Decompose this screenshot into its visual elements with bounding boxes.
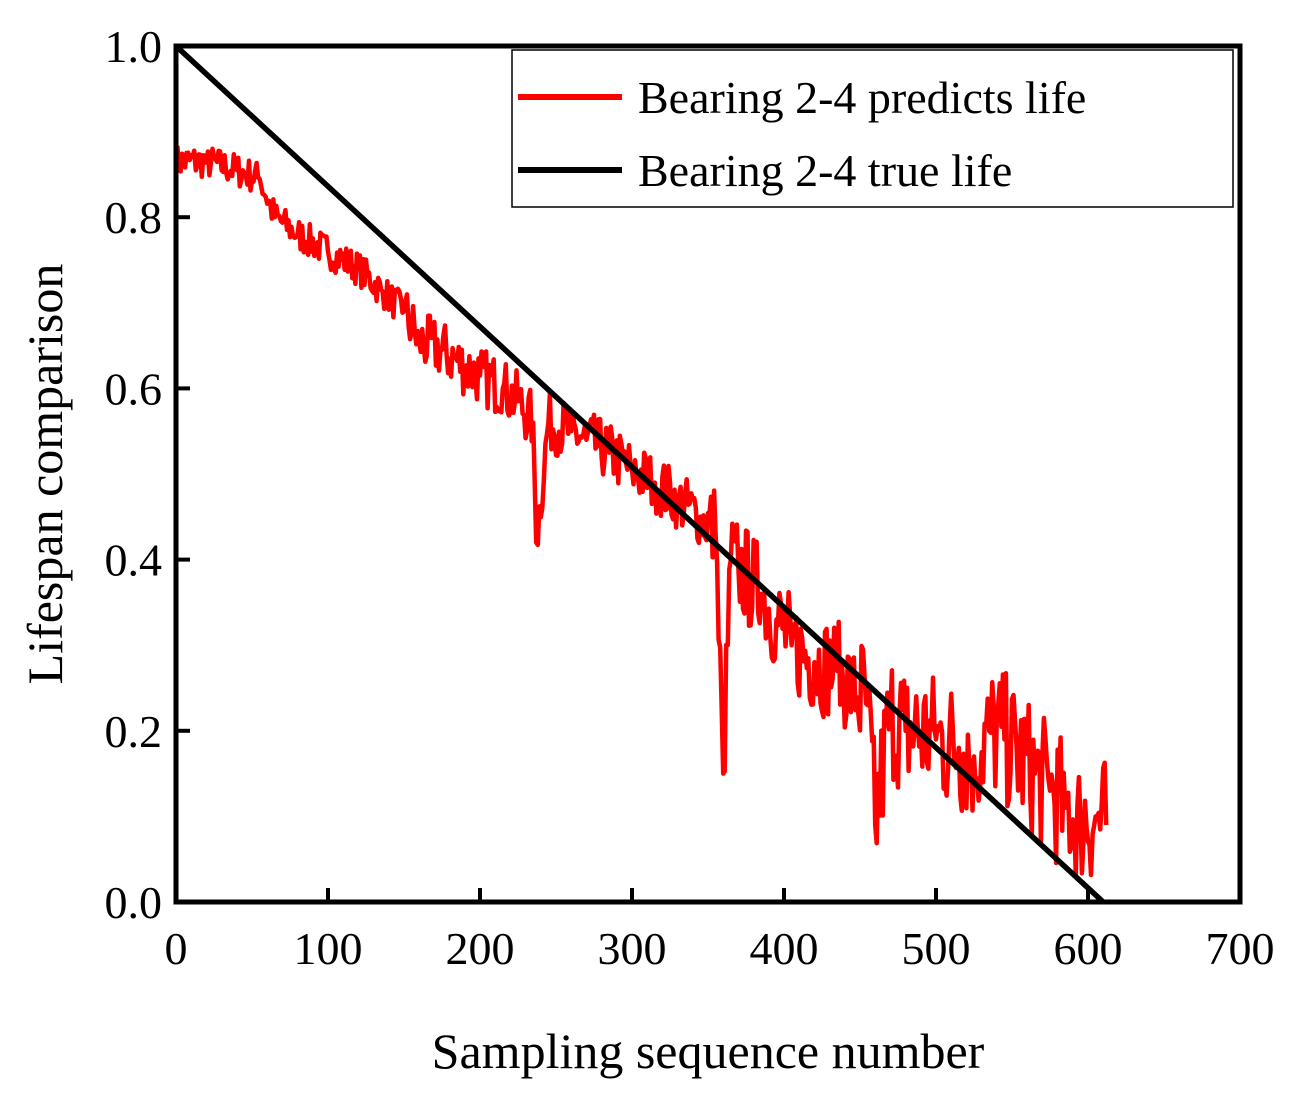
y-tick-label: 0.0: [105, 877, 163, 928]
y-axis-title: Lifespan comparison: [17, 264, 73, 685]
series-line-predicted: [176, 144, 1109, 879]
y-tick-label: 1.0: [105, 21, 163, 72]
x-tick-label: 700: [1206, 923, 1275, 974]
x-tick-label: 500: [902, 923, 971, 974]
plot-frame: [173, 43, 1243, 905]
x-tick-label: 100: [294, 923, 363, 974]
x-tick-label: 200: [446, 923, 515, 974]
x-tick-label: 300: [598, 923, 667, 974]
chart-marks: [176, 46, 1109, 902]
y-tick-label: 0.6: [105, 363, 163, 414]
legend-label-true: Bearing 2-4 true life: [638, 145, 1012, 196]
legend-box: [511, 49, 1234, 208]
y-tick-label: 0.2: [105, 706, 163, 757]
series-line-true: [176, 46, 1106, 902]
legend-label-predicted: Bearing 2-4 predicts life: [638, 72, 1086, 123]
x-tick-label: 600: [1054, 923, 1123, 974]
x-tick-label: 0: [165, 923, 188, 974]
legend: Bearing 2-4 predicts life Bearing 2-4 tr…: [511, 49, 1234, 208]
x-tick-label: 400: [750, 923, 819, 974]
y-tick-label: 0.4: [105, 535, 163, 586]
y-tick-label: 0.8: [105, 192, 163, 243]
x-axis-title: Sampling sequence number: [432, 1023, 985, 1079]
axis-ticks: 0 100 200 300 400 500 600 700 0.0 0.2 0.4 0.6 0.8 1.0: [105, 21, 1275, 974]
